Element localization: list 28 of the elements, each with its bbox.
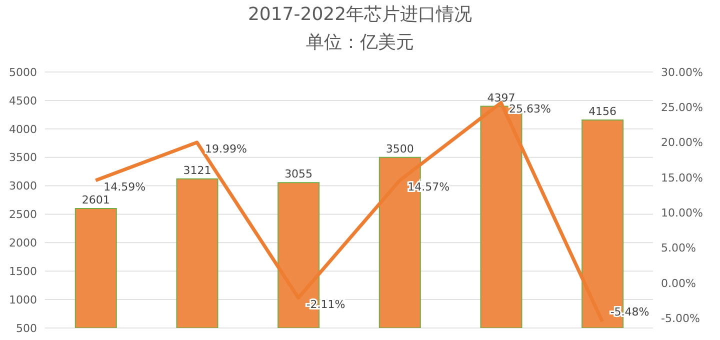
y-tick-label: 2500 [9,208,37,222]
y-tick-label: 4500 [9,94,37,108]
y2-tick-label: 5.00% [661,242,696,255]
y-tick-label: 1000 [9,293,37,306]
y2-tick-label: 25.00% [661,101,703,114]
y2-tick-label: 10.00% [661,206,703,220]
y-tick-label: 500 [16,322,37,335]
data-label: 4156 [588,105,617,118]
data-label: 19.99% [205,142,247,156]
y2-tick-label: 30.00% [661,66,703,79]
chart-subtitle: 单位：亿美元 [305,31,415,54]
data-label: 3055 [284,168,313,181]
y-tick-label: 5000 [9,66,37,79]
y-tick-label: 3500 [9,151,37,164]
y2-tick-label: -5.00% [661,312,700,326]
y2-tick-label: 15.00% [661,171,703,184]
chart-title: 2017-2022年芯片进口情况 [246,3,474,26]
data-label: 14.59% [104,180,146,194]
y2-tick-label: 0.00% [661,276,696,290]
data-label: 3500 [386,142,414,156]
y-tick-label: 1500 [9,265,37,278]
y-tick-label: 2000 [9,236,37,250]
data-label: 2601 [82,193,110,206]
y-tick-label: 4000 [9,122,37,136]
y2-tick-label: 20.00% [661,136,703,150]
data-label: 3121 [183,164,212,177]
data-label: 4397 [487,91,516,104]
y-tick-label: 3000 [9,180,37,193]
